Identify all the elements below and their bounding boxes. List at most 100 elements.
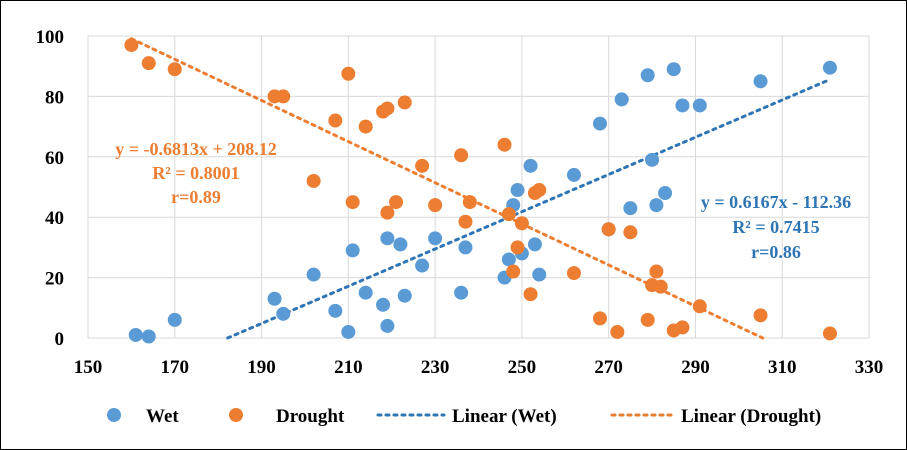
point-drought <box>822 326 837 341</box>
point-drought <box>601 222 616 237</box>
point-wet <box>358 285 373 300</box>
legend-linear-drought-label: Linear (Drought) <box>681 406 821 427</box>
legend-wet-label: Wet <box>146 406 179 427</box>
point-drought <box>640 312 655 327</box>
point-wet <box>658 186 673 201</box>
point-drought <box>415 158 430 173</box>
point-wet <box>692 98 707 113</box>
point-wet <box>623 201 638 216</box>
drought-equation-label: r=0.89 <box>171 187 221 207</box>
point-wet <box>614 92 629 107</box>
x-tick-label: 210 <box>334 357 363 378</box>
trendline-wet <box>226 77 832 340</box>
trendline-equation-labels: y = 0.6167x - 112.36 R² = 0.7415 r=0.86 y =… <box>115 139 851 262</box>
point-drought <box>532 183 547 198</box>
y-tick-label: 40 <box>45 208 64 229</box>
point-drought <box>566 266 581 281</box>
point-wet <box>341 324 356 339</box>
point-wet <box>649 198 664 213</box>
y-tick-label: 20 <box>45 269 64 290</box>
point-wet <box>393 237 408 252</box>
x-tick-label: 190 <box>247 357 276 378</box>
point-drought <box>692 299 707 314</box>
point-drought <box>592 311 607 326</box>
point-wet <box>645 152 660 167</box>
legend-linear-wet-label: Linear (Wet) <box>452 406 557 427</box>
point-wet <box>167 312 182 327</box>
point-wet <box>380 318 395 333</box>
point-drought <box>306 173 321 188</box>
point-wet <box>415 258 430 273</box>
trendline-drought <box>129 37 765 340</box>
x-tick-label: 170 <box>161 357 190 378</box>
point-drought <box>653 279 668 294</box>
point-drought <box>675 320 690 335</box>
point-drought <box>124 38 139 53</box>
point-drought <box>345 195 360 210</box>
point-wet <box>592 116 607 131</box>
point-drought <box>389 195 404 210</box>
drought-equation-label: y = -0.6813x + 208.12 <box>115 139 277 159</box>
x-tick-label: 230 <box>421 357 450 378</box>
point-drought <box>610 324 625 339</box>
x-tick-label: 290 <box>681 357 710 378</box>
legend-drought-marker <box>229 408 243 422</box>
point-wet <box>397 288 412 303</box>
point-wet <box>458 240 473 255</box>
point-wet <box>501 252 516 267</box>
point-drought <box>514 216 529 231</box>
point-wet <box>267 291 282 306</box>
point-drought <box>523 287 538 302</box>
point-wet <box>523 158 538 173</box>
point-drought <box>497 137 512 152</box>
point-wet <box>640 68 655 83</box>
point-drought <box>341 66 356 81</box>
point-wet <box>822 60 837 75</box>
legend-drought-label: Drought <box>276 406 345 427</box>
point-drought <box>397 95 412 110</box>
y-tick-label: 60 <box>45 148 64 169</box>
point-wet <box>454 285 469 300</box>
wet-equation-label: y = 0.6167x - 112.36 <box>701 192 851 212</box>
x-tick-label: 330 <box>855 357 884 378</box>
point-drought <box>380 205 395 220</box>
point-drought <box>649 264 664 279</box>
point-wet <box>328 303 343 318</box>
point-wet <box>376 297 391 312</box>
legend: Wet Drought Linear (Wet) Linear (Drought… <box>107 406 821 427</box>
x-tick-label: 250 <box>508 357 537 378</box>
point-drought <box>753 308 768 323</box>
point-wet <box>128 327 143 342</box>
wet-equation-label: r=0.86 <box>751 242 801 262</box>
point-wet <box>666 62 681 77</box>
trendlines <box>129 37 832 340</box>
point-drought <box>328 113 343 128</box>
x-tick-label: 150 <box>74 357 103 378</box>
point-wet <box>675 98 690 113</box>
point-wet <box>527 237 542 252</box>
point-drought <box>458 214 473 229</box>
point-wet <box>141 329 156 344</box>
point-wet <box>532 267 547 282</box>
point-wet <box>566 167 581 182</box>
drought-equation-label: R² = 0.8001 <box>152 163 239 183</box>
point-wet <box>345 243 360 258</box>
point-wet <box>276 306 291 321</box>
point-drought <box>428 198 443 213</box>
y-tick-label: 80 <box>45 87 64 108</box>
point-wet <box>510 183 525 198</box>
point-drought <box>276 89 291 104</box>
point-wet <box>306 267 321 282</box>
point-drought <box>623 225 638 240</box>
point-wet <box>380 231 395 246</box>
x-tick-label: 310 <box>768 357 797 378</box>
point-drought <box>454 148 469 163</box>
y-tick-label: 100 <box>36 27 65 48</box>
y-tick-label: 0 <box>55 329 65 350</box>
point-drought <box>506 264 521 279</box>
point-drought <box>358 119 373 134</box>
x-tick-label: 270 <box>594 357 623 378</box>
data-points <box>124 38 837 344</box>
axis-tick-labels: 150 170 190 210 230 250 270 290 310 330 0 20 40 60 80 1… <box>36 27 884 378</box>
